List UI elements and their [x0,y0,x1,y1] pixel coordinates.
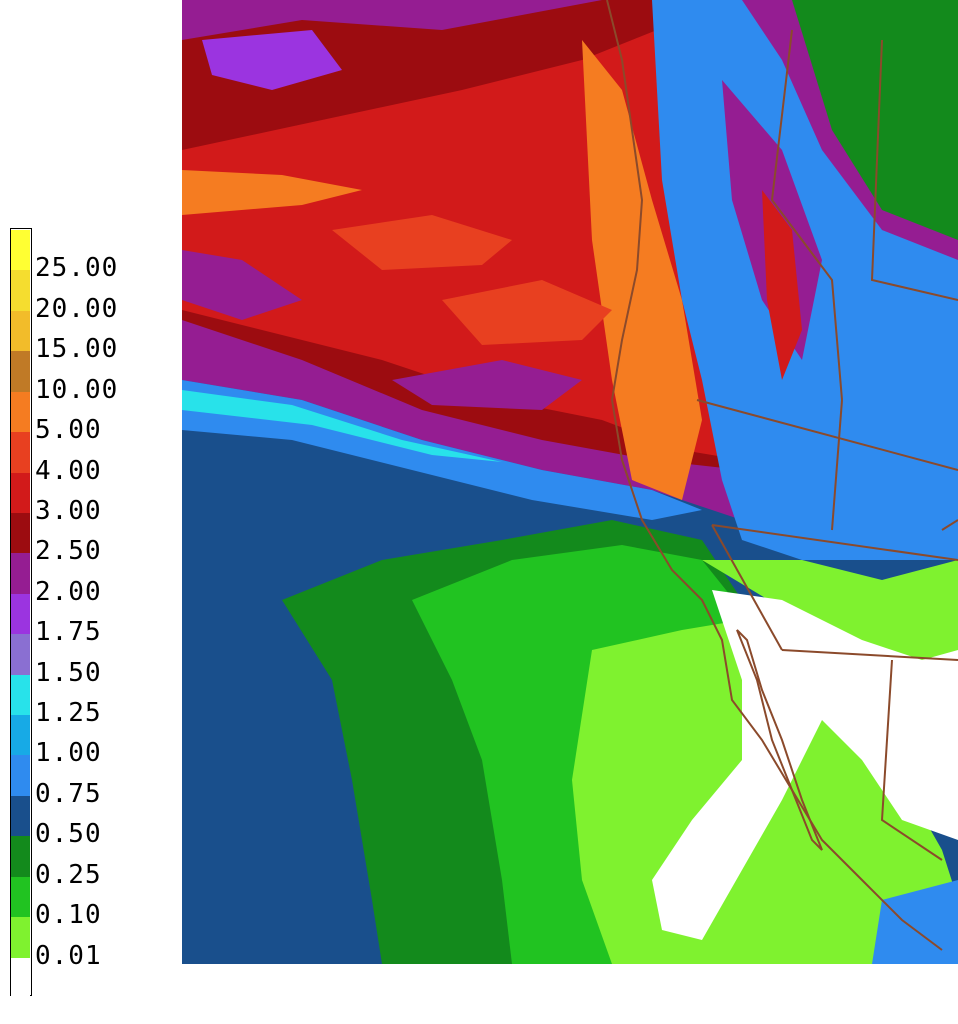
state-border [831,399,843,531]
precip-zone-cyan-band [182,390,502,462]
legend-label: 5.00 [35,415,102,446]
legend-swatch [11,674,30,716]
legend-swatch [11,310,30,352]
legend-swatch [11,957,30,998]
state-border [711,524,958,561]
legend-label: 1.25 [35,698,102,729]
legend-label: 10.00 [35,374,119,405]
legend-label: 20.00 [35,293,119,324]
legend-label: 0.75 [35,778,102,809]
legend-swatch [11,512,30,554]
legend-swatch [11,472,30,513]
state-border [781,649,958,661]
precip-zone-blue-se [872,880,958,964]
state-border [880,659,943,861]
legend-label: 1.50 [35,657,102,688]
legend-swatch [11,755,30,796]
precip-zone-none [652,590,958,940]
legend-label: 1.75 [35,617,102,648]
baja-peninsula [736,629,823,851]
legend-swatch [11,836,30,877]
legend-label: 2.50 [35,536,102,567]
precip-zone-purple-pocket [392,360,582,410]
legend-label: 4.00 [35,455,102,486]
precip-zone-red-interior [762,190,802,380]
legend-swatch [11,553,30,594]
legend-color-bar [10,228,32,998]
legend-swatch [11,795,30,837]
legend-swatch [11,432,30,473]
legend-label: 1.00 [35,738,102,769]
legend-swatch [11,917,30,958]
state-border [770,29,843,401]
legend-label: 2.00 [35,576,102,607]
precip-zone-purple-pocket [202,30,342,90]
legend-label: 0.50 [35,819,102,850]
west-coastline [606,0,943,951]
legend-label: 0.10 [35,900,102,931]
legend-swatch [11,593,30,635]
legend-label: 15.00 [35,334,119,365]
state-border [941,519,958,531]
legend-swatch [11,634,30,675]
precip-zone-purple-pocket [182,250,302,320]
political-borders [606,0,958,951]
legend-swatch [11,351,30,392]
precipitation-legend: 25.00 20.00 15.00 10.00 5.00 4.00 3.00 2.50 2.00… [10,228,160,998]
precip-zone-orange [182,170,362,215]
legend-swatch [11,230,30,271]
legend-label: 25.00 [35,253,119,284]
legend-label: 3.00 [35,495,102,526]
legend-swatch [11,270,30,311]
precip-zone-orange [582,40,702,500]
legend-label: 0.25 [35,859,102,890]
precip-zone-redorange [442,280,612,345]
state-border [711,524,783,651]
legend-swatch [11,391,30,433]
precip-zone-redorange [332,215,512,270]
precip-zone-green-ne [792,0,958,240]
legend-swatch [11,715,30,756]
legend-label: 0.01 [35,940,102,971]
state-border [870,39,958,301]
precipitation-map [182,0,958,964]
legend-swatch [11,876,30,918]
state-border [696,399,958,471]
